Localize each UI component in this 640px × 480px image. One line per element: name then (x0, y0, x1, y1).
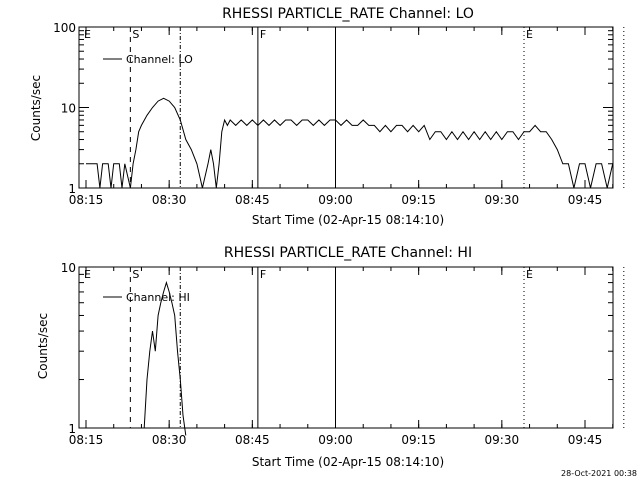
series-line (143, 280, 187, 436)
plot-frame-lo (78, 26, 614, 189)
chart-panel-lo: RHESSI PARTICLE_RATE Channel: LO Counts/… (29, 6, 625, 227)
x-tick-label: 08:30 (152, 433, 187, 447)
marker-label: S (132, 268, 139, 281)
tick-group-hi: 08:15 08:30 08:45 09:00 09:15 09:30 09:45 1 10 (61, 261, 614, 447)
x-tick-label: 09:30 (485, 433, 520, 447)
x-tick-label: 09:15 (401, 193, 436, 207)
x-tick-label: 08:45 (235, 433, 270, 447)
x-tick-label: 08:15 (69, 193, 104, 207)
x-axis-label-hi: Start Time (02-Apr-15 08:14:10) (252, 455, 444, 469)
y-tick-label: 1 (68, 422, 76, 436)
chart-title-lo: RHESSI PARTICLE_RATE Channel: LO (222, 6, 474, 22)
x-tick-label: 08:30 (152, 193, 187, 207)
series-group-hi (143, 280, 187, 436)
tick-group-lo: 08:15 08:30 08:45 09:00 09:15 09:30 09:45 1 10 10… (53, 21, 614, 207)
x-tick-label: 09:15 (401, 433, 436, 447)
x-tick-label: 09:00 (318, 193, 353, 207)
series-group-lo (86, 97, 614, 189)
legend-hi: Channel: HI (103, 291, 190, 304)
marker-label: F (260, 28, 266, 41)
marker-label: S (132, 28, 139, 41)
y-tick-label: 10 (61, 102, 76, 116)
y-tick-label: 10 (61, 261, 76, 275)
x-tick-label: 09:00 (318, 433, 353, 447)
y-tick-label: 100 (53, 21, 76, 35)
y-axis-label-lo: Counts/sec (29, 75, 43, 141)
legend-label-hi: Channel: HI (126, 291, 190, 304)
x-tick-label: 09:45 (568, 433, 603, 447)
x-tick-label: 09:45 (568, 193, 603, 207)
marker-label: E (526, 268, 533, 281)
x-tick-label: 09:30 (485, 193, 520, 207)
marker-label: F (260, 268, 266, 281)
legend-label-lo: Channel: LO (126, 53, 193, 66)
y-tick-label: 1 (68, 182, 76, 196)
x-tick-label: 08:45 (235, 193, 270, 207)
footer-timestamp: 28-Oct-2021 00:38 (561, 469, 637, 478)
chart-title-hi: RHESSI PARTICLE_RATE Channel: HI (224, 245, 472, 261)
x-axis-label-lo: Start Time (02-Apr-15 08:14:10) (252, 213, 444, 227)
legend-lo: Channel: LO (103, 53, 193, 66)
marker-label: E (84, 28, 91, 41)
y-axis-label-hi: Counts/sec (36, 313, 50, 379)
series-line (86, 97, 614, 189)
x-tick-label: 08:15 (69, 433, 104, 447)
marker-label: E (84, 268, 91, 281)
plot-frame-hi (78, 266, 614, 429)
marker-label: E (526, 28, 533, 41)
chart-panel-hi: RHESSI PARTICLE_RATE Channel: HI Counts/… (36, 245, 625, 469)
